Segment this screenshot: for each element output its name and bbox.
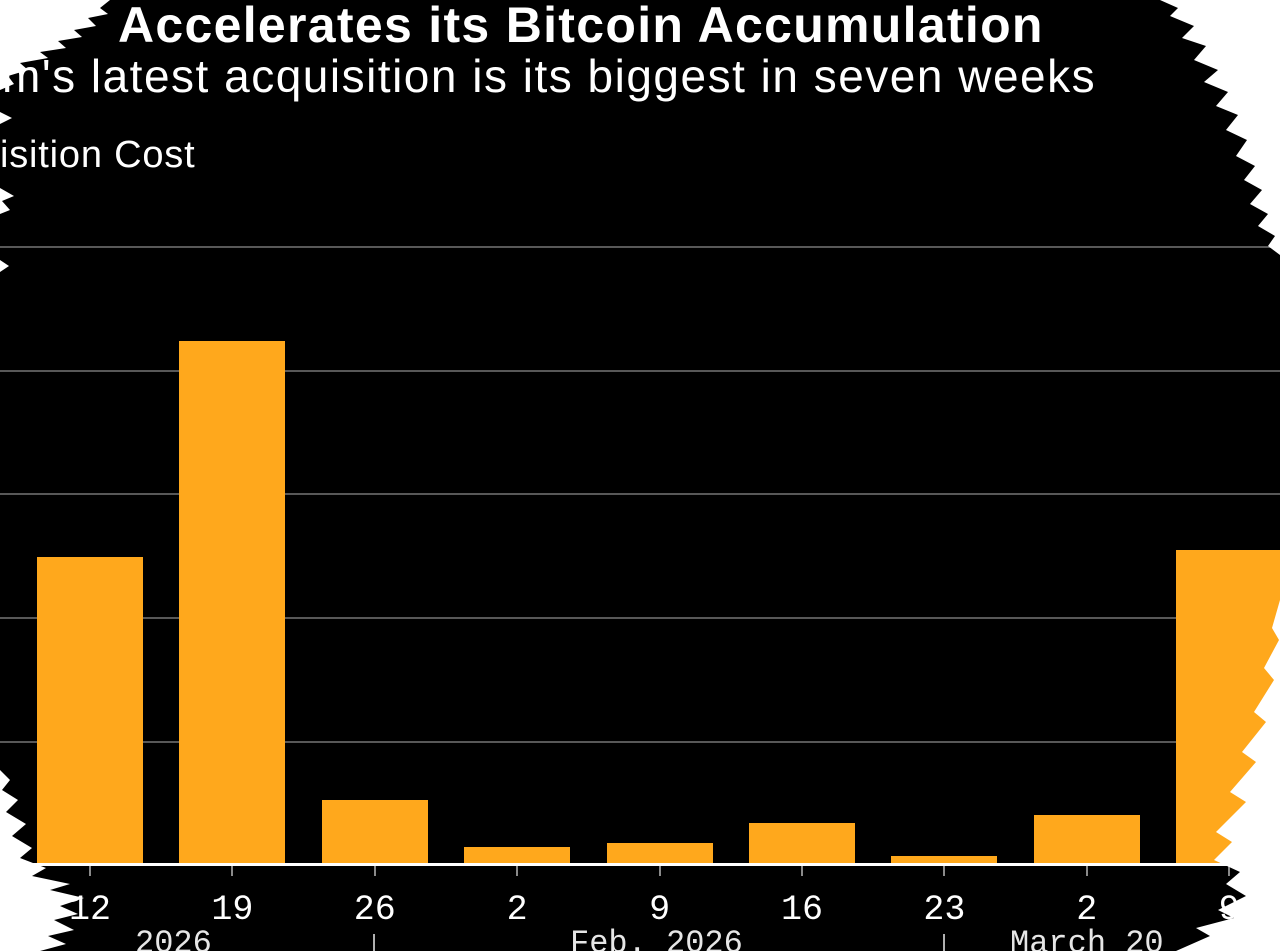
gridline: [0, 740, 1280, 743]
x-tick-mark: [1228, 866, 1231, 876]
x-tick-label: 2: [506, 890, 528, 930]
x-tick-mark: [373, 866, 376, 876]
torn-edge-bottom-left: [0, 770, 84, 951]
x-tick-mark: [658, 866, 661, 876]
x-tick-label: 9: [649, 890, 671, 930]
bar: [606, 843, 713, 866]
torn-edge-left-sliver: [0, 260, 9, 272]
x-tick-mark: [943, 866, 946, 876]
chart-title: Accelerates its Bitcoin Accumulation: [118, 0, 1044, 53]
bar: [321, 799, 428, 866]
x-group-label-march: March 20: [1010, 928, 1164, 951]
torn-edge-bottom-right: [1176, 600, 1280, 951]
gridline: [0, 493, 1280, 496]
x-tick-mark: [801, 866, 803, 876]
bar: [179, 341, 286, 866]
x-group-label-jan: 2026: [135, 928, 212, 951]
torn-edge-left-sliver: [0, 188, 14, 214]
x-tick-label: 26: [353, 890, 396, 930]
torn-edge-top-left: [0, 0, 110, 90]
chart-subtitle: m's latest acquisition is its biggest in…: [2, 50, 1097, 102]
x-tick-mark: [89, 866, 91, 876]
gridline: [0, 617, 1280, 620]
x-group-label-feb: Feb. 2026: [570, 928, 743, 951]
x-tick-mark: [1085, 866, 1088, 876]
gridline: [0, 246, 1280, 248]
x-tick-label: 23: [923, 890, 966, 930]
bar: [891, 855, 998, 866]
bar: [464, 846, 571, 866]
x-tick-label: 2: [1076, 890, 1098, 930]
torn-edge-left-sliver: [0, 112, 12, 124]
x-group-divider: [373, 934, 375, 951]
x-tick-label: 19: [211, 890, 254, 930]
x-tick-mark: [516, 866, 519, 876]
x-group-divider: [943, 934, 945, 951]
torn-edge-top-right: [1160, 0, 1280, 255]
bar: [1033, 814, 1140, 866]
bar: [749, 823, 855, 866]
y-axis-label: isition Cost: [0, 134, 196, 176]
x-tick-label: 16: [780, 890, 823, 930]
gridline: [0, 369, 1280, 372]
x-tick-mark: [231, 866, 234, 876]
x-axis-line: [0, 863, 1280, 866]
bar: [37, 557, 143, 866]
